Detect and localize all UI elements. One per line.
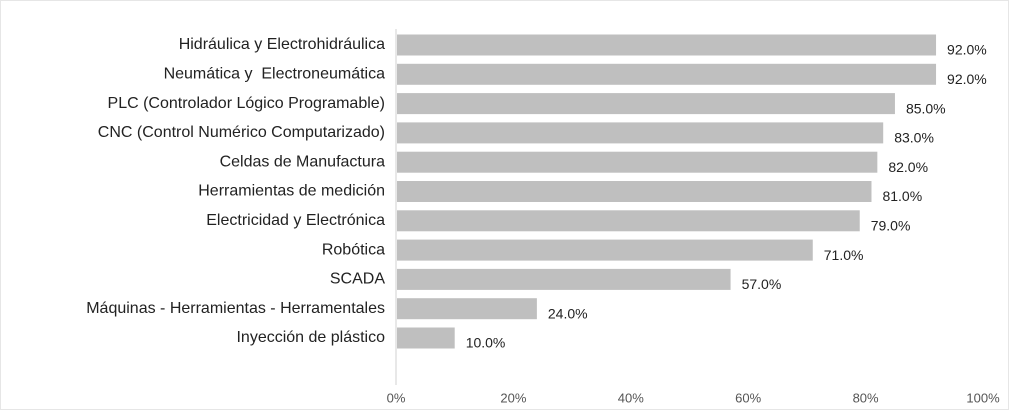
category-label: Electricidad y Electrónica — [206, 212, 385, 229]
category-label: PLC (Controlador Lógico Programable) — [108, 95, 385, 112]
data-label: 92.0% — [947, 42, 987, 58]
data-label: 79.0% — [871, 218, 911, 234]
bar — [397, 239, 813, 261]
category-labels-group: Hidráulica y Electrohidráulica Neumática … — [86, 36, 385, 346]
x-tick-label: 20% — [500, 390, 526, 405]
category-label: Herramientas de medición — [198, 183, 385, 200]
bar — [397, 34, 937, 56]
category-label: Neumática y Electroneumática — [164, 66, 386, 83]
bar — [397, 210, 860, 232]
x-tick-label: 60% — [735, 390, 761, 405]
category-label: Inyección de plástico — [236, 329, 385, 346]
bar — [397, 63, 937, 85]
bar — [397, 327, 455, 349]
bar — [397, 268, 731, 290]
data-label: 81.0% — [882, 188, 922, 204]
x-tick-labels-group: 0% 20% 40% 60% 80% 100% — [387, 390, 1000, 405]
x-tick-label: 40% — [618, 390, 644, 405]
category-label: Robótica — [322, 241, 385, 258]
data-label: 85.0% — [906, 100, 946, 116]
x-tick-label: 100% — [966, 390, 1000, 405]
category-label: Celdas de Manufactura — [220, 153, 386, 170]
bar — [397, 181, 872, 202]
data-labels-group: 92.0%92.0%85.0%83.0%82.0%81.0%79.0%71.0%… — [466, 42, 987, 351]
x-tick-label: 80% — [853, 390, 879, 405]
bars-group — [397, 34, 937, 349]
data-label: 82.0% — [888, 159, 928, 175]
category-label: SCADA — [330, 271, 385, 288]
bar — [397, 151, 878, 173]
data-label: 92.0% — [947, 71, 987, 87]
data-label: 71.0% — [824, 247, 864, 263]
category-label: CNC (Control Numérico Computarizado) — [98, 124, 385, 141]
x-tick-label: 0% — [387, 390, 406, 405]
data-label: 10.0% — [466, 335, 506, 351]
data-label: 24.0% — [548, 305, 588, 321]
data-label: 57.0% — [742, 276, 782, 292]
bar — [397, 298, 537, 320]
category-label: Máquinas - Herramientas - Herramentales — [86, 300, 385, 317]
category-label: Hidráulica y Electrohidráulica — [179, 36, 385, 53]
bar — [397, 122, 884, 144]
bar — [397, 93, 895, 115]
data-label: 83.0% — [894, 130, 934, 146]
